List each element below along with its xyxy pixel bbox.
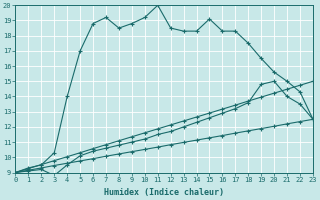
X-axis label: Humidex (Indice chaleur): Humidex (Indice chaleur) [104,188,224,197]
